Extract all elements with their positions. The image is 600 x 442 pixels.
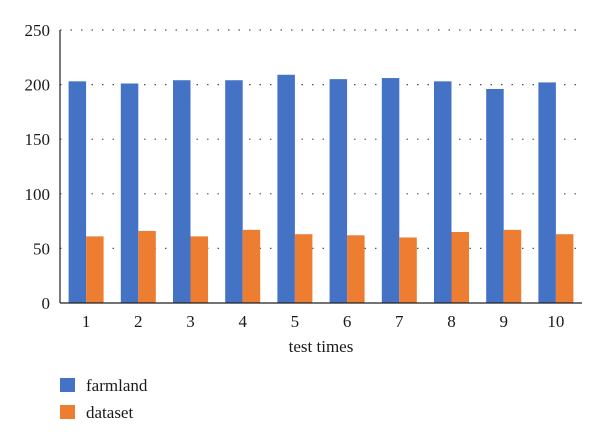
y-tick-label: 100 bbox=[25, 185, 51, 204]
bar-farmland-9 bbox=[486, 88, 504, 303]
x-tick-label: 1 bbox=[82, 312, 91, 331]
y-tick-label: 200 bbox=[25, 76, 51, 95]
bar-farmland-4 bbox=[225, 80, 243, 304]
bar-farmland-6 bbox=[329, 79, 348, 303]
bar-dataset-5 bbox=[294, 234, 313, 303]
bar-farmland-10 bbox=[538, 82, 556, 303]
bar-dataset-7 bbox=[399, 237, 417, 303]
x-tick-label: 6 bbox=[343, 312, 352, 331]
y-axis-ticks: 0 50 100 150 200 250 bbox=[25, 21, 51, 313]
bar-dataset-3 bbox=[190, 236, 208, 303]
x-tick-label: 2 bbox=[134, 312, 143, 331]
bar-dataset-6 bbox=[347, 235, 365, 303]
bar-dataset-2 bbox=[138, 230, 156, 303]
x-tick-label: 10 bbox=[547, 312, 564, 331]
bar-dataset-4 bbox=[242, 229, 261, 303]
bar-dataset-8 bbox=[451, 232, 469, 303]
y-tick-label: 0 bbox=[42, 294, 51, 313]
bars bbox=[68, 74, 574, 304]
bar-farmland-1 bbox=[68, 81, 87, 303]
bar-farmland-8 bbox=[434, 81, 452, 303]
legend-swatch-farmland bbox=[60, 378, 75, 392]
legend-label-farmland: farmland bbox=[86, 376, 148, 395]
x-axis-ticks: 1 2 3 4 5 6 7 8 9 10 bbox=[82, 312, 565, 331]
x-tick-label: 7 bbox=[395, 312, 404, 331]
y-tick-label: 250 bbox=[25, 21, 51, 40]
legend-label-dataset: dataset bbox=[86, 403, 133, 422]
x-tick-label: 5 bbox=[291, 312, 300, 331]
y-tick-label: 150 bbox=[25, 130, 51, 149]
bar-dataset-1 bbox=[86, 236, 104, 303]
legend-swatch-dataset bbox=[60, 405, 75, 419]
bar-dataset-10 bbox=[555, 234, 574, 303]
y-tick-label: 50 bbox=[33, 239, 50, 258]
bar-farmland-5 bbox=[277, 74, 295, 303]
bar-farmland-7 bbox=[381, 78, 400, 303]
bar-dataset-9 bbox=[503, 229, 522, 303]
x-tick-label: 9 bbox=[499, 312, 508, 331]
bar-farmland-2 bbox=[120, 83, 139, 304]
x-tick-label: 4 bbox=[238, 312, 247, 331]
bar-farmland-3 bbox=[173, 80, 191, 304]
x-axis-title: test times bbox=[289, 337, 354, 356]
x-tick-label: 8 bbox=[447, 312, 456, 331]
legend: farmland dataset bbox=[60, 376, 148, 422]
x-tick-label: 3 bbox=[186, 312, 195, 331]
